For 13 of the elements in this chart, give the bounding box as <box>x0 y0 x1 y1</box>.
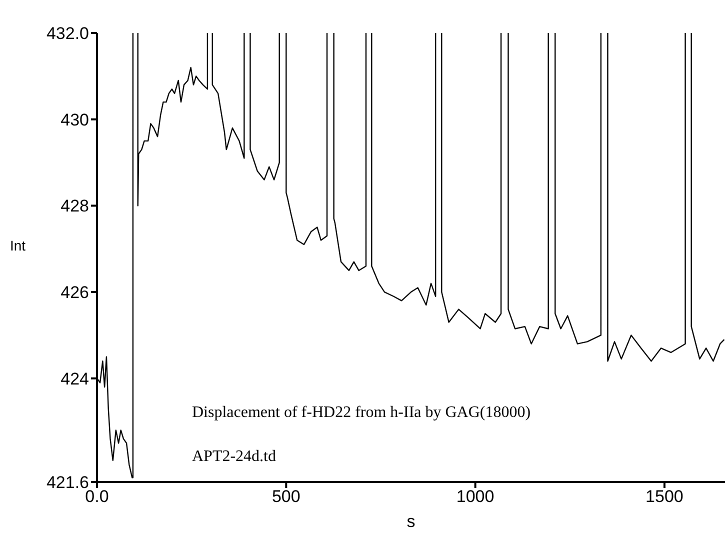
y-axis-title: Int <box>10 237 26 254</box>
y-tick-label: 426 <box>60 283 89 302</box>
y-tick-label: 428 <box>60 196 89 216</box>
y-tick-label: 432.0 <box>46 24 89 44</box>
x-tick-label: 1500 <box>646 487 684 506</box>
annotation: Displacement of f-HD22 from h-IIa by GAG(18000) <box>192 404 531 422</box>
x-axis-title: s <box>406 512 416 531</box>
annotation: APT2-24d.td <box>192 448 276 466</box>
y-tick-label: 430 <box>60 110 89 130</box>
x-tick-label: 500 <box>272 487 300 506</box>
x-tick-label: 1000 <box>456 487 494 506</box>
y-tick-label: 424 <box>60 369 89 388</box>
x-tick-label: 0.0 <box>85 487 109 506</box>
